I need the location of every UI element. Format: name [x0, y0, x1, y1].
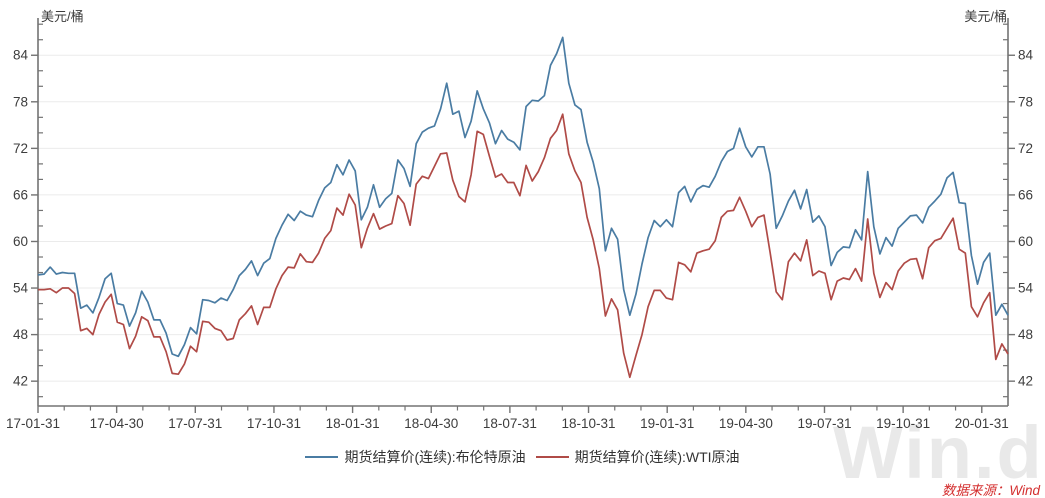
svg-text:54: 54 — [1018, 281, 1034, 296]
svg-text:78: 78 — [13, 94, 28, 109]
svg-text:19-04-30: 19-04-30 — [719, 416, 773, 431]
svg-text:72: 72 — [13, 141, 28, 156]
svg-text:19-10-31: 19-10-31 — [876, 416, 930, 431]
brent-line-icon — [305, 456, 339, 458]
svg-text:84: 84 — [1018, 48, 1034, 63]
svg-text:17-04-30: 17-04-30 — [90, 416, 144, 431]
legend-label-wti: 期货结算价(连续):WTI原油 — [574, 449, 740, 465]
wind-watermark: Win.d — [833, 411, 1044, 494]
svg-text:18-01-31: 18-01-31 — [326, 416, 380, 431]
svg-text:60: 60 — [1018, 234, 1033, 249]
legend-item-wti: 期货结算价(连续):WTI原油 — [535, 447, 740, 467]
svg-text:48: 48 — [13, 327, 28, 342]
svg-text:18-04-30: 18-04-30 — [404, 416, 458, 431]
svg-text:17-07-31: 17-07-31 — [168, 416, 222, 431]
svg-text:18-07-31: 18-07-31 — [483, 416, 537, 431]
legend: 期货结算价(连续):布伦特原油 期货结算价(连续):WTI原油 — [0, 447, 1045, 467]
svg-text:17-10-31: 17-10-31 — [247, 416, 301, 431]
svg-text:84: 84 — [13, 48, 29, 63]
data-source-note: 数据来源：Wind — [941, 483, 1040, 498]
svg-text:66: 66 — [13, 187, 28, 202]
svg-text:42: 42 — [13, 374, 28, 389]
y-axis-unit-right: 美元/桶 — [964, 9, 1007, 24]
svg-text:42: 42 — [1018, 374, 1033, 389]
wti-line-icon — [535, 456, 569, 458]
svg-text:17-01-31: 17-01-31 — [6, 416, 60, 431]
svg-text:54: 54 — [13, 281, 29, 296]
legend-item-brent: 期货结算价(连续):布伦特原油 — [305, 447, 526, 467]
brent-price-line — [37, 36, 1009, 358]
y-axis-unit-left: 美元/桶 — [41, 9, 84, 24]
legend-label-brent: 期货结算价(连续):布伦特原油 — [344, 449, 526, 465]
svg-text:48: 48 — [1018, 327, 1033, 342]
svg-text:60: 60 — [13, 234, 28, 249]
svg-text:19-01-31: 19-01-31 — [640, 416, 694, 431]
svg-text:20-01-31: 20-01-31 — [955, 416, 1009, 431]
svg-text:66: 66 — [1018, 187, 1033, 202]
svg-text:18-10-31: 18-10-31 — [562, 416, 616, 431]
wti-price-line — [38, 113, 1009, 379]
svg-text:72: 72 — [1018, 141, 1033, 156]
svg-text:19-07-31: 19-07-31 — [797, 416, 851, 431]
svg-text:78: 78 — [1018, 94, 1033, 109]
